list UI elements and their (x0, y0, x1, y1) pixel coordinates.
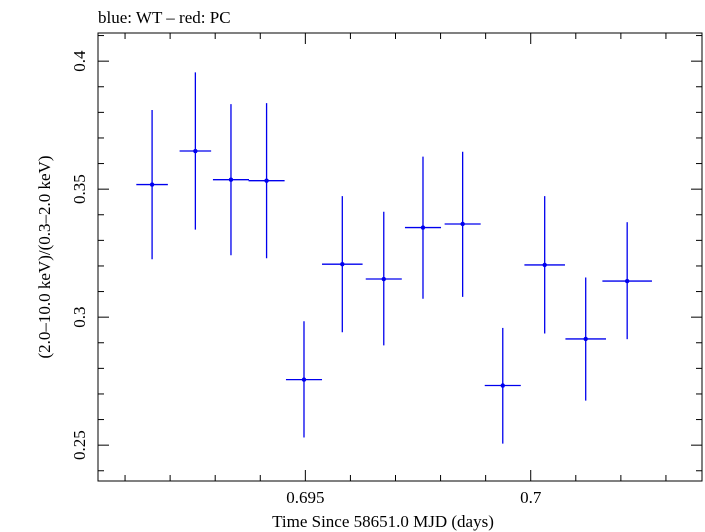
point-marker (542, 262, 547, 268)
data-point (484, 327, 521, 444)
point-marker (381, 276, 386, 282)
y-tick-label: 0.4 (70, 50, 89, 72)
data-point (136, 110, 168, 260)
point-marker (624, 278, 630, 284)
data-point (404, 156, 442, 299)
data-point (285, 321, 323, 438)
x-axis: 0.695 0.7 (124, 33, 667, 507)
point-marker (193, 148, 198, 154)
data-point (524, 196, 565, 334)
point-marker (264, 178, 269, 183)
y-tick-label: 0.25 (70, 430, 89, 460)
data-point (248, 103, 285, 259)
data-point (179, 72, 212, 230)
point-marker (500, 383, 505, 388)
y-tick-label: 0.35 (70, 174, 89, 204)
x-tick-label: 0.695 (286, 488, 324, 507)
data-series (136, 72, 652, 444)
data-point (602, 222, 652, 340)
point-marker (228, 177, 234, 182)
point-marker (420, 225, 426, 230)
y-axis-title: (2.0–10.0 keV)/(0.3–2.0 keV) (35, 155, 54, 358)
data-point (212, 104, 249, 256)
point-marker (340, 261, 345, 267)
x-tick-label: 0.7 (520, 488, 542, 507)
data-point (444, 151, 481, 297)
point-marker (460, 221, 465, 227)
y-axis: 0.25 0.3 0.35 0.4 (70, 35, 702, 472)
y-tick-label: 0.3 (70, 307, 89, 328)
plot-frame (97, 32, 703, 482)
point-marker (583, 336, 588, 342)
chart-title: blue: WT – red: PC (98, 8, 231, 27)
data-point (322, 196, 363, 333)
point-marker (149, 182, 155, 187)
x-axis-title: Time Since 58651.0 MJD (days) (272, 512, 494, 531)
point-marker (301, 377, 307, 382)
data-point (565, 277, 606, 401)
data-point (365, 211, 402, 346)
